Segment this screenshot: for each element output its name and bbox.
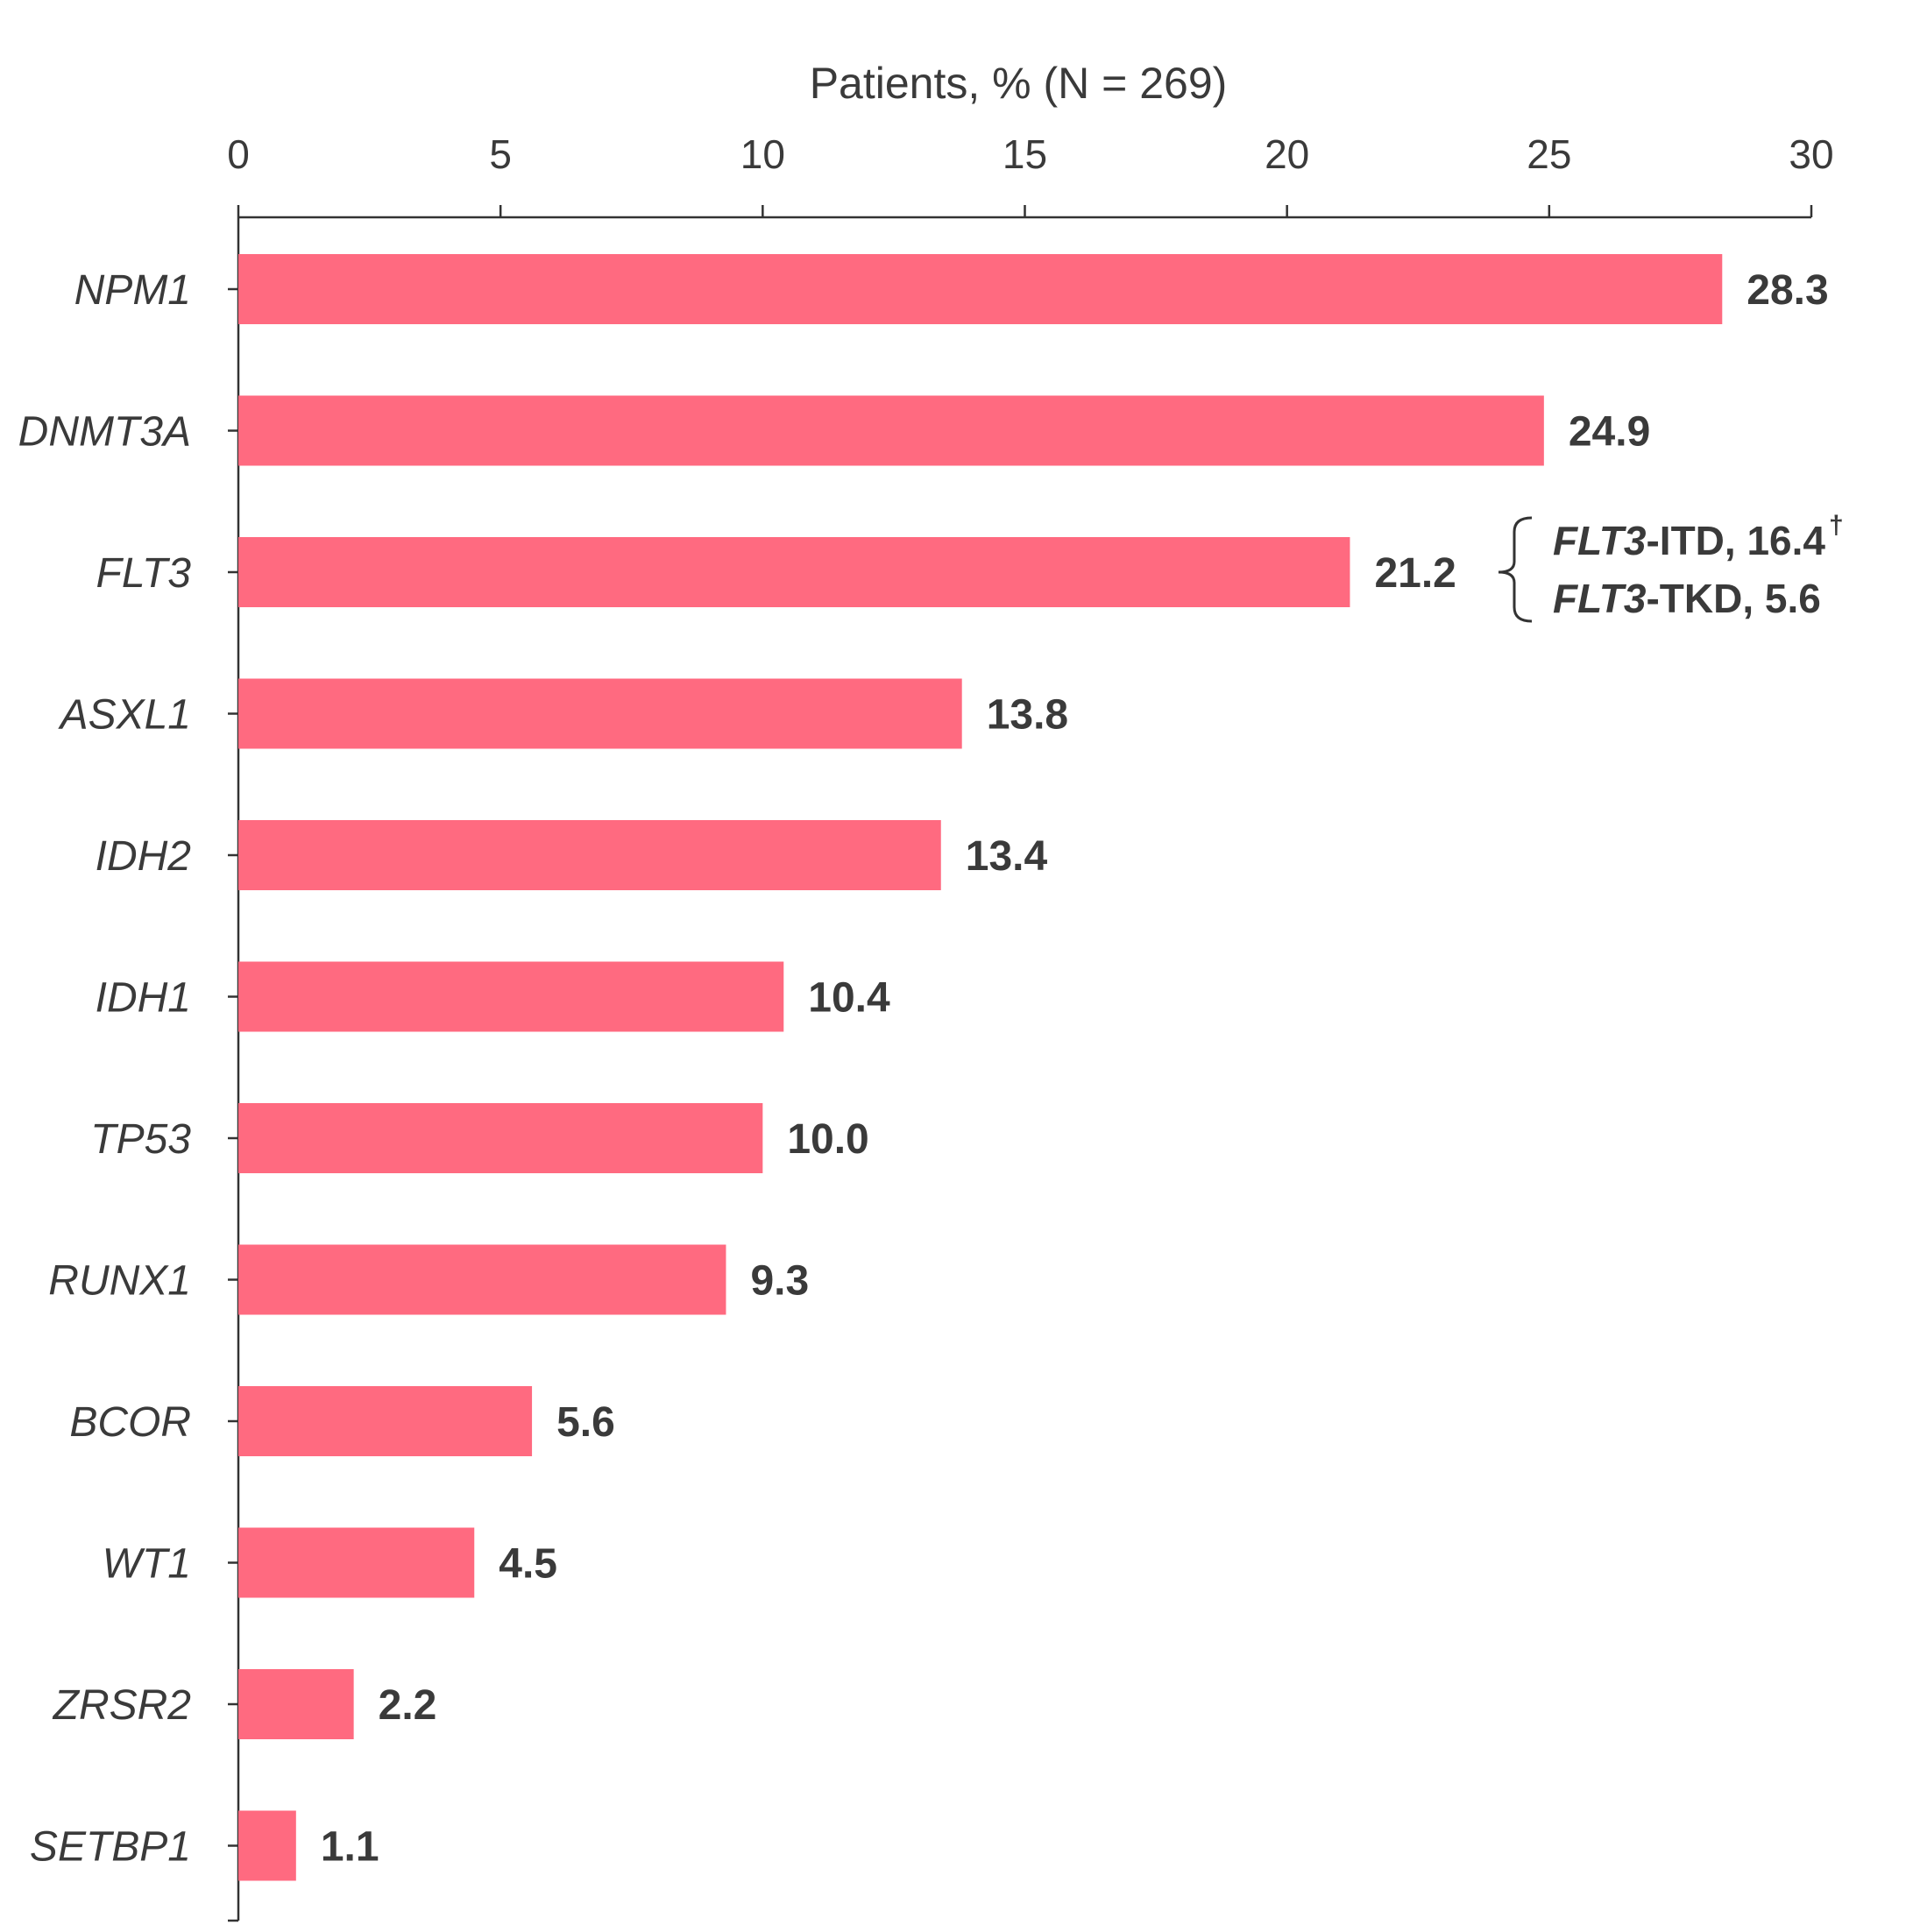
value-label: 2.2 xyxy=(379,1682,437,1729)
value-label: 21.2 xyxy=(1374,550,1456,597)
value-label: 13.8 xyxy=(987,692,1068,739)
category-label: BCOR xyxy=(69,1399,191,1446)
x-tick-label: 10 xyxy=(740,131,785,177)
annotation-footnote-mark: † xyxy=(1829,511,1844,540)
category-label: SETBP1 xyxy=(30,1824,191,1871)
x-axis-title: Patients, % (N = 269) xyxy=(810,59,1228,108)
bar xyxy=(238,820,941,890)
bars: 28.3 24.9 21.2 13.8 13.4 10.4 10.0 9.3 5.6 4.5 2.2… xyxy=(238,254,1829,1881)
annotation-gene: FLT3 xyxy=(1553,576,1647,621)
category-label: TP53 xyxy=(90,1116,191,1163)
bar xyxy=(238,1669,354,1739)
bar xyxy=(238,1386,533,1456)
bar xyxy=(238,1527,475,1598)
flt3-subtype-annotation: FLT3-ITD, 16.4 †FLT3-TKD, 5.6 xyxy=(1498,511,1844,623)
y-axis: NPM1 DNMT3A FLT3 ASXL1 IDH2 IDH1 TP53 RUNX1 BCOR… xyxy=(18,217,240,1922)
category-label: RUNX1 xyxy=(48,1258,191,1305)
category-label: DNMT3A xyxy=(18,409,191,456)
value-label: 24.9 xyxy=(1569,409,1650,456)
category-label: FLT3 xyxy=(96,550,192,597)
category-label: IDH1 xyxy=(96,975,191,1022)
bar xyxy=(238,254,1723,324)
value-label: 5.6 xyxy=(556,1399,615,1446)
category-label: ZRSR2 xyxy=(53,1682,191,1729)
bar xyxy=(238,1810,296,1881)
bar xyxy=(238,961,784,1032)
annotation-value: -ITD, 16.4 xyxy=(1646,518,1825,563)
x-tick-label: 0 xyxy=(227,131,250,177)
bar xyxy=(238,678,962,749)
category-label: IDH2 xyxy=(96,833,191,880)
bar xyxy=(238,395,1544,466)
value-label: 9.3 xyxy=(750,1258,809,1305)
value-label: 13.4 xyxy=(966,833,1048,880)
value-label: 10.4 xyxy=(808,975,890,1022)
value-label: 28.3 xyxy=(1746,267,1828,314)
x-tick-label: 20 xyxy=(1265,131,1309,177)
bar xyxy=(238,1244,726,1315)
value-label: 10.0 xyxy=(787,1116,868,1163)
value-label: 4.5 xyxy=(499,1541,557,1588)
x-axis: 0 5 10 15 20 25 30 xyxy=(227,131,1834,219)
x-tick-label: 30 xyxy=(1789,131,1833,177)
category-label: NPM1 xyxy=(74,267,191,314)
brace xyxy=(1498,516,1533,623)
bar xyxy=(238,537,1350,607)
annotation-gene: FLT3 xyxy=(1553,518,1647,563)
x-tick-label: 15 xyxy=(1003,131,1047,177)
x-tick-label: 25 xyxy=(1527,131,1571,177)
annotation-value: -TKD, 5.6 xyxy=(1646,576,1820,621)
value-label: 1.1 xyxy=(321,1824,379,1871)
category-label: ASXL1 xyxy=(58,692,191,739)
bar xyxy=(238,1103,763,1173)
annotation-line: FLT3-ITD, 16.4 † xyxy=(1553,511,1844,563)
x-tick-label: 5 xyxy=(489,131,512,177)
category-label: WT1 xyxy=(103,1541,191,1588)
annotation-line: FLT3-TKD, 5.6 xyxy=(1553,576,1821,621)
